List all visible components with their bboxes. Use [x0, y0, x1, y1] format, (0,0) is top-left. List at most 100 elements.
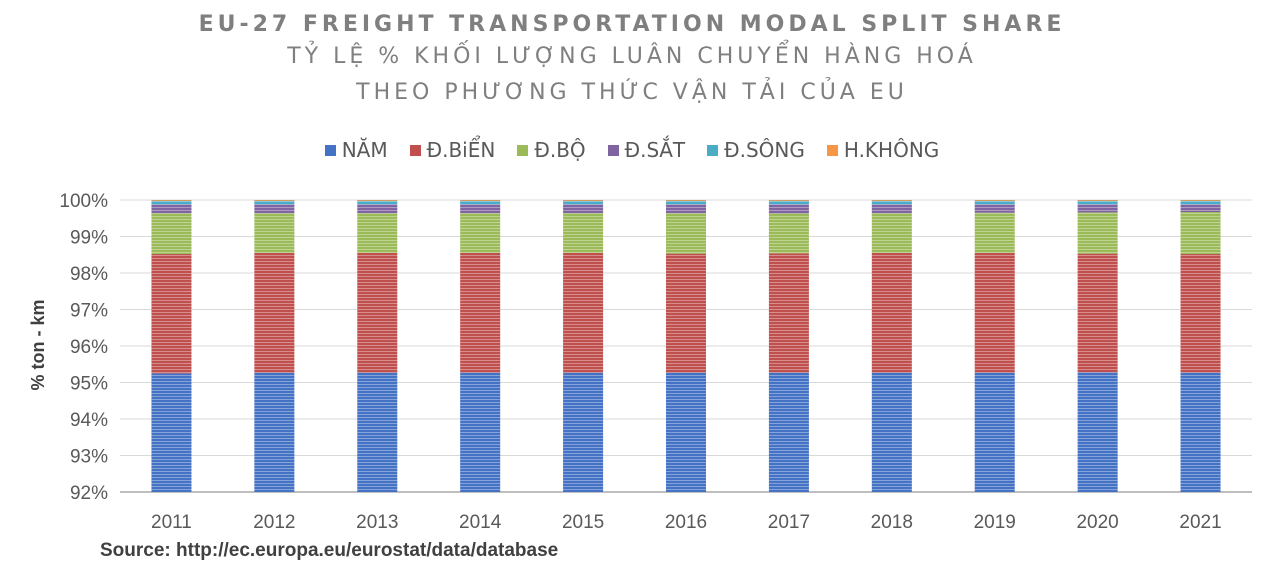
legend-label: Đ.BỘ: [534, 138, 586, 162]
bar-segment-texture: [666, 204, 706, 214]
bar-segment-texture: [357, 252, 398, 373]
bar-segment-texture: [666, 213, 706, 254]
y-axis-label: % ton - km: [28, 299, 48, 390]
bar-segment-texture: [151, 213, 192, 255]
bar-segment-texture: [357, 213, 398, 253]
legend-swatch: [707, 144, 719, 156]
legend-label: Đ.SẮT: [624, 138, 686, 162]
chart-legend: NĂM Đ.BiỂN Đ.BỘ Đ.SẮT Đ.SÔNG H.KHÔNG: [0, 138, 1264, 162]
bar-segment-texture: [974, 200, 1015, 201]
bar-segment-texture: [563, 200, 604, 201]
bar-segment-texture: [974, 252, 1015, 373]
bar-segment-texture: [357, 204, 398, 214]
bar-segment-texture: [460, 200, 501, 201]
bar-segment-texture: [460, 213, 501, 253]
bar-segment-texture: [1077, 200, 1118, 205]
x-tick-label: 2015: [562, 512, 604, 533]
bar-segment-texture: [871, 213, 912, 253]
chart-subtitle-line2: THEO PHƯƠNG THỨC VẬN TẢI CỦA EU: [356, 80, 908, 105]
bar-segment-texture: [666, 200, 706, 205]
bar-segment-texture: [460, 372, 501, 492]
x-tick-label: 2014: [459, 512, 502, 533]
x-tick-label: 2018: [871, 512, 913, 533]
x-axis-ticks: 2011 2012 2013 2014 2015 2016 2017 2018 2019 2020…: [151, 512, 1222, 533]
y-tick-label: 93%: [70, 447, 108, 468]
x-tick-label: 2016: [665, 512, 707, 533]
chart-title: EU-27 FREIGHT TRANSPORTATION MODAL SPLIT…: [198, 12, 1066, 37]
x-tick-label: 2012: [253, 512, 295, 533]
bar-segment-texture: [768, 213, 809, 254]
legend-swatch: [409, 144, 421, 156]
legend-label: H.KHÔNG: [843, 138, 940, 162]
legend-item: NĂM: [324, 138, 388, 162]
bar-segment-texture: [871, 200, 912, 201]
y-tick-label: 96%: [70, 337, 108, 358]
bar-segment-texture: [254, 372, 295, 492]
bar-segment-texture: [563, 200, 604, 205]
legend-swatch: [826, 144, 838, 156]
bar-segment-texture: [1077, 372, 1118, 492]
bar-segment-texture: [460, 252, 501, 373]
bar-segment-texture: [666, 200, 706, 201]
legend-item: H.KHÔNG: [826, 138, 940, 162]
bar-segment-texture: [1180, 200, 1221, 205]
bar-segment-texture: [1180, 212, 1221, 255]
y-tick-label: 97%: [70, 301, 108, 322]
bar-segment-texture: [1180, 254, 1221, 373]
bar-segment-texture: [151, 254, 192, 374]
bar-segment-texture: [563, 213, 604, 253]
x-tick-label: 2020: [1076, 512, 1118, 533]
bars: [151, 200, 1221, 492]
bar-segment-texture: [563, 372, 604, 492]
bar-segment-texture: [563, 204, 604, 214]
legend-item: Đ.SÔNG: [707, 138, 805, 162]
x-tick-label: 2017: [768, 512, 810, 533]
bar-segment-texture: [1077, 253, 1118, 373]
bar-segment-texture: [768, 200, 809, 201]
bar-segment-texture: [871, 204, 912, 214]
bar-segment-texture: [460, 204, 501, 214]
y-tick-label: 99%: [70, 228, 108, 249]
bar-segment-texture: [460, 200, 501, 205]
legend-label: Đ.BiỂN: [426, 138, 496, 162]
stacked-bar-chart: 92%93%94%95%96%97%98%99%100% 2011 2012 201…: [28, 191, 1252, 533]
y-tick-label: 95%: [70, 374, 108, 395]
legend-swatch: [607, 144, 619, 156]
legend-item: Đ.SẮT: [607, 138, 686, 162]
bar-segment-texture: [1077, 212, 1118, 254]
bar-segment-texture: [974, 212, 1015, 253]
source-note: Source: http://ec.europa.eu/eurostat/dat…: [100, 540, 559, 561]
bar-segment-texture: [254, 204, 295, 214]
bar-segment-texture: [254, 200, 295, 201]
legend-swatch: [324, 144, 336, 156]
y-tick-label: 98%: [70, 264, 108, 285]
bar-segment-texture: [666, 372, 706, 492]
y-tick-label: 92%: [70, 483, 108, 504]
x-tick-label: 2019: [974, 512, 1016, 533]
bar-segment-texture: [151, 200, 192, 205]
bar-segment-texture: [974, 372, 1015, 492]
bar-segment-texture: [254, 213, 295, 253]
bar-segment-texture: [768, 200, 809, 205]
bar-segment-texture: [1180, 204, 1221, 213]
legend-swatch: [517, 144, 529, 156]
legend-label: Đ.SÔNG: [724, 138, 805, 162]
bar-segment-texture: [254, 200, 295, 205]
bar-segment-texture: [871, 372, 912, 492]
bar-segment-texture: [357, 200, 398, 201]
legend-item: Đ.BiỂN: [409, 138, 496, 162]
bar-segment-texture: [768, 372, 809, 492]
legend-label: NĂM: [341, 138, 388, 162]
bar-segment-texture: [768, 253, 809, 373]
bar-segment-texture: [357, 372, 398, 492]
bar-segment-texture: [871, 200, 912, 205]
x-tick-label: 2013: [356, 512, 398, 533]
x-tick-label: 2021: [1179, 512, 1221, 533]
bar-segment-texture: [563, 252, 604, 373]
bar-segment-texture: [151, 204, 192, 214]
x-tick-label: 2011: [151, 512, 192, 533]
chart-subtitle-line1: TỶ LỆ % KHỐI LƯỢNG LUÂN CHUYỂN HÀNG HOÁ: [287, 44, 977, 69]
y-tick-label: 100%: [59, 191, 108, 212]
bar-segment-texture: [666, 253, 706, 373]
bar-segment-texture: [1077, 204, 1118, 213]
